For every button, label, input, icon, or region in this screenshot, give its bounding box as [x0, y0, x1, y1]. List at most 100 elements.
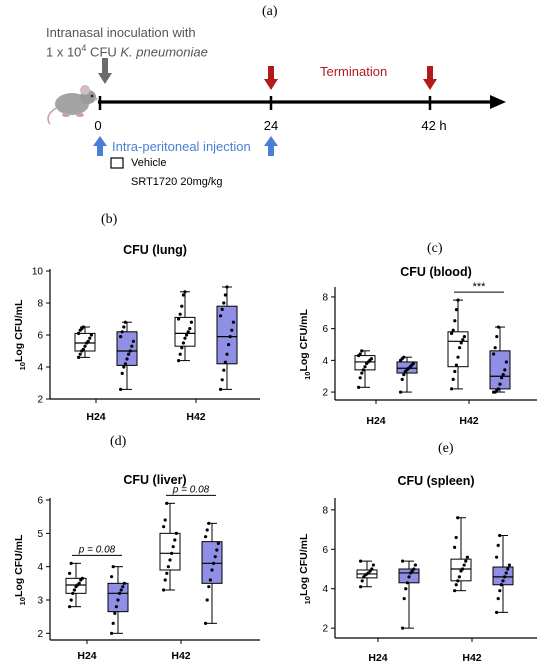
chart-title: CFU (blood): [400, 265, 472, 279]
data-point: [219, 314, 223, 318]
down-arrow-icon: [423, 66, 437, 90]
chart-title: CFU (liver): [123, 473, 186, 487]
data-point: [492, 352, 496, 356]
data-point: [358, 352, 362, 356]
up-arrow-icon: [93, 136, 107, 156]
legend-swatch-vehicle: [110, 157, 124, 169]
box-iqr: [116, 331, 138, 366]
box-plot: [356, 559, 378, 589]
y-tick-label: 8: [322, 505, 328, 516]
y-tick-label: 4: [322, 584, 328, 595]
data-point: [216, 541, 220, 545]
data-point: [499, 583, 503, 587]
data-point: [231, 320, 235, 324]
y-axis-label-prefix: 10: [18, 362, 27, 370]
data-point: [111, 565, 115, 569]
box-plot: [489, 325, 511, 394]
box-plot: [107, 565, 129, 635]
data-point: [68, 571, 72, 575]
data-point: [369, 357, 373, 361]
data-point: [459, 341, 463, 345]
data-point: [361, 368, 365, 372]
y-axis-label-prefix: 10: [303, 596, 312, 604]
data-point: [496, 543, 500, 547]
data-point: [498, 382, 502, 386]
data-point: [454, 583, 458, 587]
data-point: [504, 360, 508, 364]
data-point: [360, 371, 364, 375]
data-point: [166, 565, 170, 569]
box-plot: [159, 501, 181, 592]
data-point: [163, 518, 167, 522]
data-point: [122, 325, 126, 329]
legend-label-vehicle: Vehicle: [131, 157, 167, 169]
data-point: [89, 333, 93, 337]
data-point: [77, 581, 81, 585]
y-tick-label: 3: [37, 596, 43, 607]
data-point: [358, 376, 362, 380]
data-point: [412, 567, 416, 571]
inoculation-label-line2: 1 x 104 CFU K. pneumoniae: [46, 43, 208, 59]
data-point: [120, 330, 124, 334]
data-point: [204, 621, 208, 625]
y-tick-label: 2: [322, 388, 328, 399]
data-point: [454, 308, 458, 312]
box-plot: [216, 285, 238, 391]
data-point: [500, 376, 504, 380]
data-point: [450, 387, 454, 391]
box-plot: [65, 561, 87, 609]
box-plot: [174, 290, 196, 363]
data-point: [401, 559, 405, 563]
inoculation-dose: 1 x 10: [46, 44, 82, 60]
timeline-arrowhead-icon: [490, 95, 506, 109]
data-point: [127, 352, 131, 356]
category-label: H24: [77, 650, 96, 662]
timeline-tick-label-0: 0: [94, 118, 101, 133]
data-point: [80, 576, 84, 580]
data-point: [123, 320, 127, 324]
data-point: [451, 328, 455, 332]
chart-spleen: CFU (spleen) 2 4 6 8 10Log CFU/mL H24 H42: [298, 474, 537, 664]
category-label: H42: [462, 652, 481, 664]
data-point: [495, 334, 499, 339]
data-point: [453, 319, 457, 323]
y-tick-label: 4: [37, 562, 43, 573]
data-point: [181, 341, 185, 345]
data-point: [453, 545, 457, 549]
data-point: [173, 538, 177, 542]
data-point: [457, 575, 461, 579]
data-point: [223, 293, 227, 297]
data-point: [363, 365, 367, 369]
data-point: [357, 385, 361, 389]
box-iqr: [174, 316, 196, 347]
data-point: [222, 368, 226, 372]
box-plot: [450, 516, 472, 593]
significance-label: p = 0.08: [172, 484, 210, 495]
data-point: [113, 611, 117, 615]
data-point: [81, 347, 85, 351]
data-point: [122, 365, 126, 369]
data-point: [111, 621, 115, 625]
data-point: [69, 598, 73, 602]
down-arrow-icon: [98, 58, 112, 84]
inoculation-species: K. pneumoniae: [120, 44, 208, 60]
panel-label-e: (e): [438, 441, 454, 456]
box-iqr: [216, 305, 238, 365]
box-iqr: [159, 532, 181, 571]
box-iqr: [107, 582, 129, 613]
data-point: [360, 349, 364, 353]
y-tick-label: 8: [322, 292, 328, 303]
data-point: [119, 387, 123, 391]
data-point: [454, 535, 458, 540]
data-point: [359, 585, 363, 589]
data-point: [465, 555, 469, 559]
y-tick-label: 8: [37, 299, 43, 310]
data-point: [125, 357, 129, 361]
box-plot: [116, 320, 138, 391]
y-tick-label: 2: [37, 395, 43, 406]
y-tick-label: 10: [32, 267, 44, 278]
data-point: [402, 355, 406, 359]
data-point: [185, 333, 189, 337]
data-point: [453, 369, 457, 374]
